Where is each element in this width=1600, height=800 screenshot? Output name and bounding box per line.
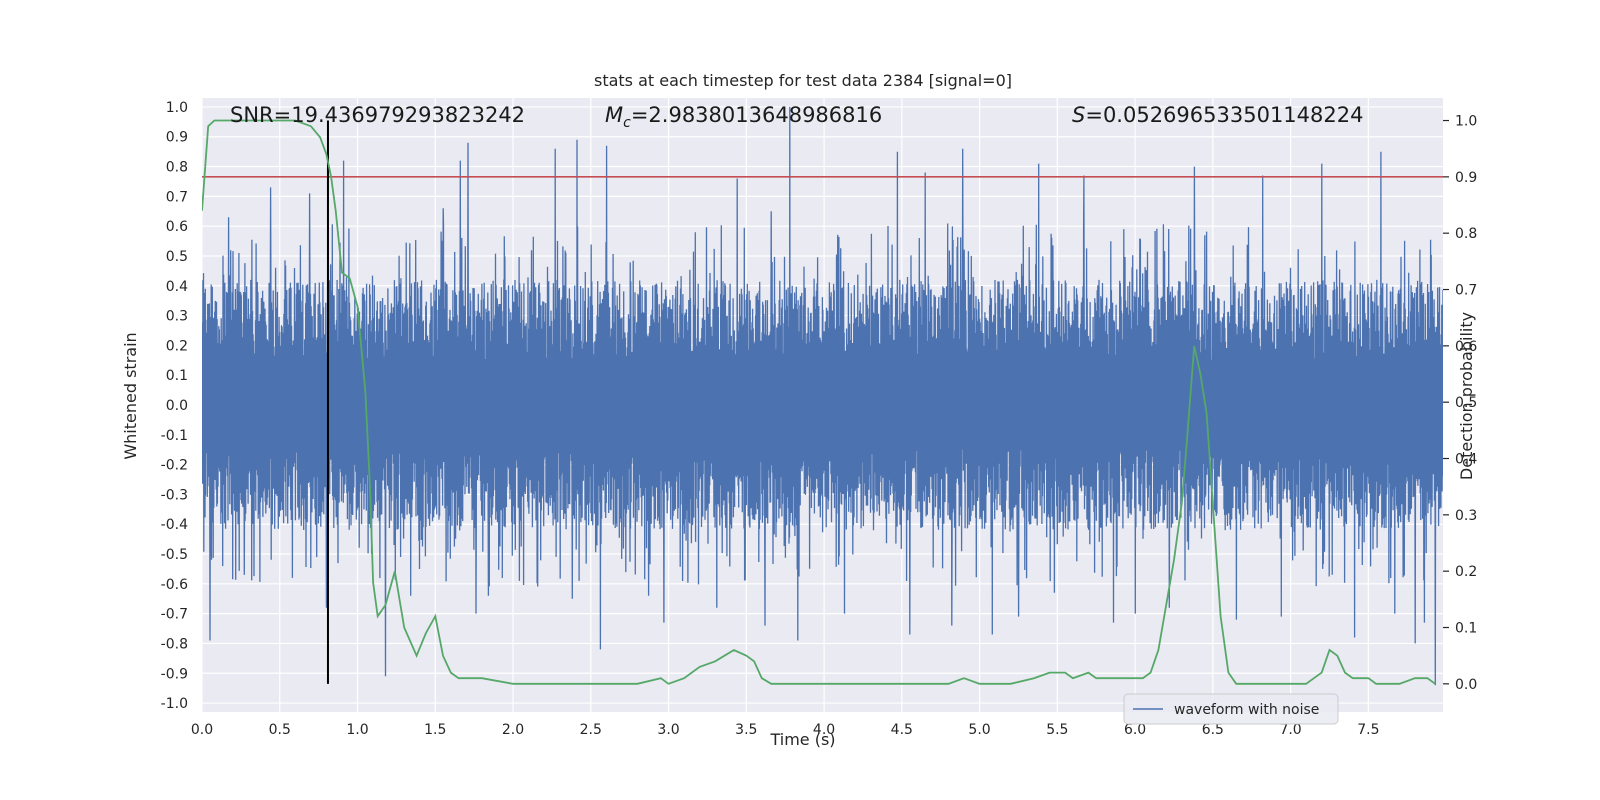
right-y-tick-label: 1.0 — [1455, 114, 1477, 130]
right-y-axis-ticks: 1.0 0.9 0.8 0.7 0.6 0.5 0.4 0.3 0.2 0.1 0.0 — [1443, 114, 1477, 693]
left-y-tick-label: -1.0 — [161, 696, 188, 712]
left-y-axis-label: Whitened strain — [121, 332, 140, 459]
x-axis-ticks: 0.0 0.5 1.0 1.5 2.0 2.5 3.0 3.5 4.0 4.5 5.0 5.5 6.0 6… — [191, 722, 1380, 738]
left-y-tick-label: -0.8 — [161, 636, 188, 652]
left-y-tick-label: 0.0 — [166, 398, 188, 414]
waveform-with-noise-series — [202, 106, 1443, 686]
x-tick-label: 6.5 — [1202, 722, 1224, 738]
x-tick-label: 4.0 — [813, 722, 835, 738]
x-tick-label: 1.5 — [424, 722, 446, 738]
right-y-tick-label: 0.4 — [1455, 452, 1477, 468]
s-annotation: S=0.052696533501148224 — [1072, 103, 1363, 127]
detection-probability-line — [202, 119, 1436, 685]
x-tick-label: 0.5 — [269, 722, 291, 738]
snr-annotation: SNR=19.436979293823242 — [230, 103, 525, 127]
x-tick-label: 5.0 — [968, 722, 990, 738]
x-tick-label: 3.5 — [735, 722, 757, 738]
chart-title: stats at each timestep for test data 238… — [594, 71, 1012, 90]
right-y-tick-label: 0.9 — [1455, 170, 1477, 186]
x-tick-label: 4.5 — [891, 722, 913, 738]
left-y-axis-ticks: 1.0 0.9 0.8 0.7 0.6 0.5 0.4 0.3 0.2 0.1 0.0 -0.1 -0.… — [161, 100, 188, 712]
chirp-mass-subscript: c — [623, 115, 631, 131]
right-y-tick-label: 0.3 — [1455, 508, 1477, 524]
left-y-tick-label: 0.7 — [166, 189, 188, 205]
left-y-tick-label: -0.2 — [161, 458, 188, 474]
x-tick-label: 3.0 — [657, 722, 679, 738]
x-tick-label: 7.0 — [1279, 722, 1301, 738]
right-y-tick-label: 0.5 — [1455, 395, 1477, 411]
left-y-tick-label: 1.0 — [166, 100, 188, 116]
left-y-tick-label: 0.4 — [166, 279, 188, 295]
x-tick-label: 0.0 — [191, 722, 213, 738]
left-y-tick-label: 0.1 — [166, 368, 188, 384]
s-value: =0.052696533501148224 — [1085, 103, 1363, 127]
legend: waveform with noise — [1123, 693, 1339, 725]
x-tick-label: 2.5 — [580, 722, 602, 738]
right-y-tick-label: 0.0 — [1455, 677, 1477, 693]
waveform-trace — [202, 106, 1443, 686]
left-y-tick-label: 0.8 — [166, 160, 188, 176]
left-y-tick-label: -0.1 — [161, 428, 188, 444]
x-axis-label: Time (s) — [769, 730, 835, 749]
right-y-tick-label: 0.8 — [1455, 226, 1477, 242]
left-y-tick-label: 0.6 — [166, 219, 188, 235]
right-y-tick-label: 0.6 — [1455, 339, 1477, 355]
s-symbol: S — [1072, 103, 1085, 127]
left-y-tick-label: -0.5 — [161, 547, 188, 563]
chirp-mass-annotation: Mc=2.9838013648986816 — [605, 103, 882, 131]
left-y-tick-label: -0.7 — [161, 607, 188, 623]
chirp-mass-symbol: M — [605, 103, 623, 127]
x-tick-label: 7.5 — [1357, 722, 1379, 738]
left-y-tick-label: 0.5 — [166, 249, 188, 265]
right-y-tick-label: 0.7 — [1455, 283, 1477, 299]
left-y-tick-label: -0.4 — [161, 517, 188, 533]
chirp-mass-value: =2.9838013648986816 — [631, 103, 882, 127]
x-tick-label: 5.5 — [1046, 722, 1068, 738]
overlay-lines — [202, 119, 1443, 685]
right-y-tick-label: 0.2 — [1455, 564, 1477, 580]
right-y-axis-label: Detection probability — [1457, 312, 1476, 480]
left-y-tick-label: 0.9 — [166, 130, 188, 146]
x-tick-label: 6.0 — [1124, 722, 1146, 738]
left-y-tick-label: -0.6 — [161, 577, 188, 593]
left-y-tick-label: -0.3 — [161, 487, 188, 503]
left-y-tick-label: -0.9 — [161, 666, 188, 682]
left-y-tick-label: 0.2 — [166, 338, 188, 354]
x-tick-label: 2.0 — [502, 722, 524, 738]
right-y-tick-label: 0.1 — [1455, 621, 1477, 637]
legend-label-waveform: waveform with noise — [1174, 702, 1319, 718]
left-y-tick-label: 0.3 — [166, 309, 188, 325]
legend-box — [1123, 693, 1339, 725]
x-tick-label: 1.0 — [346, 722, 368, 738]
